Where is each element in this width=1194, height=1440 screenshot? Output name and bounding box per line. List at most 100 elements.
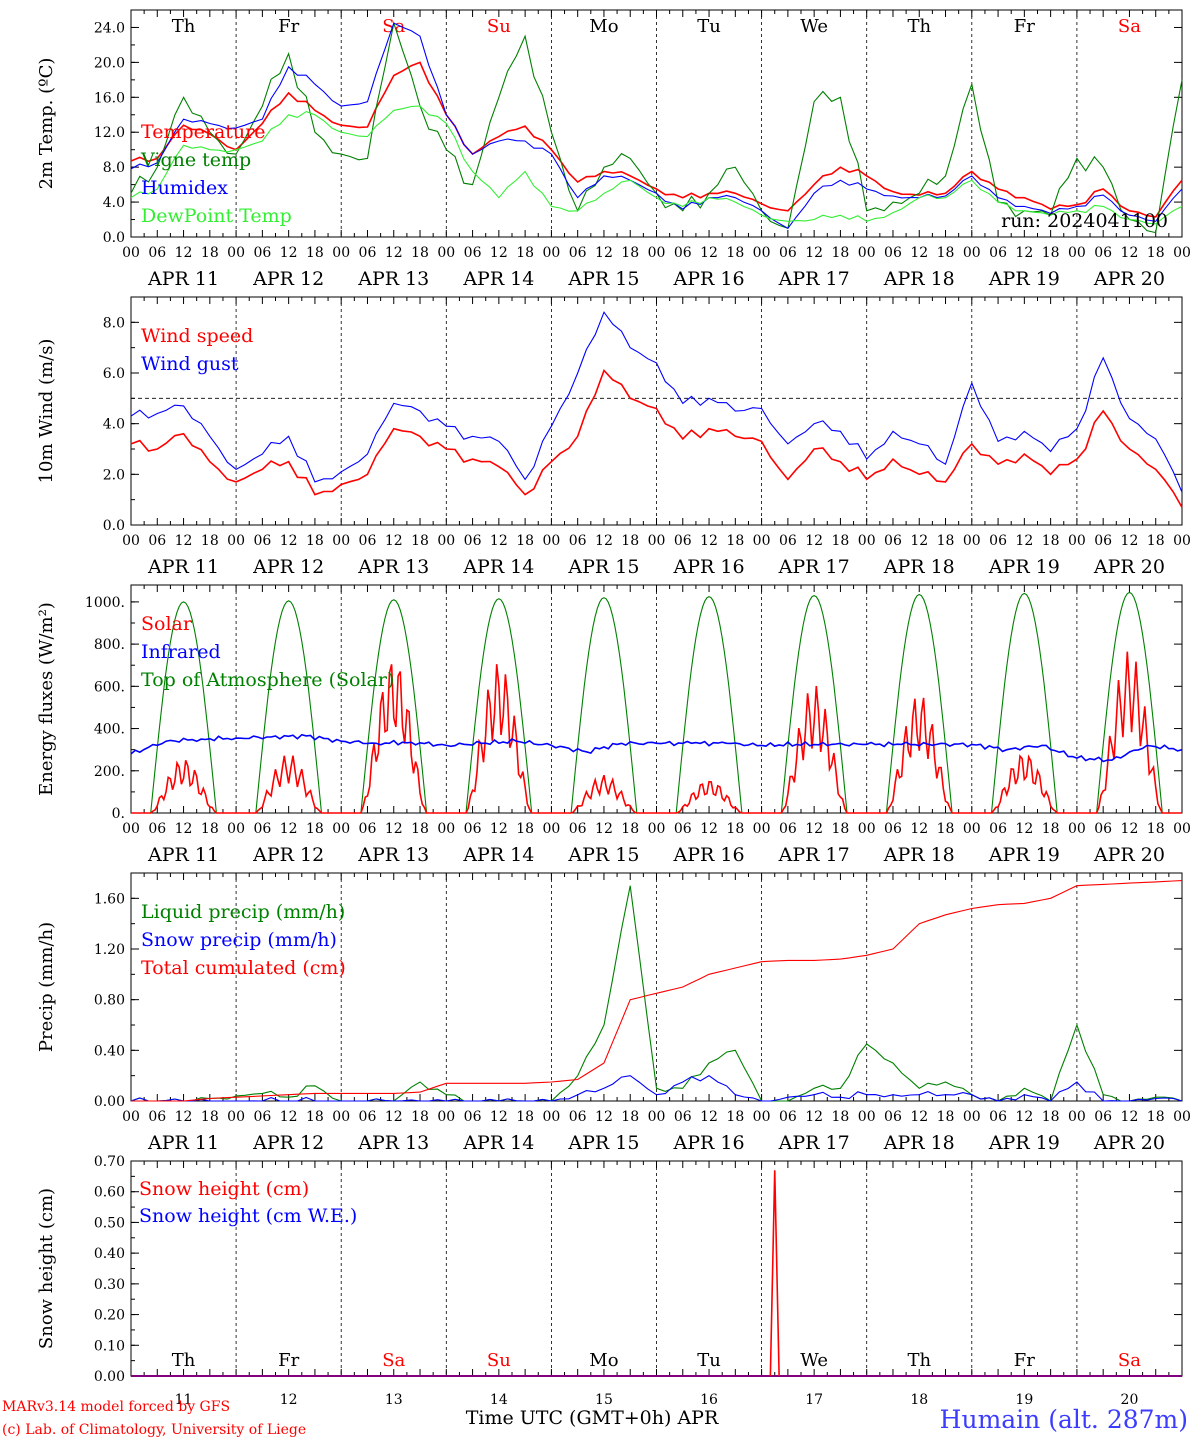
hour-tick-label: 00 bbox=[753, 245, 771, 261]
y-axis-label: 2m Temp. (ºC) bbox=[36, 58, 57, 190]
hour-tick-label: 18 bbox=[621, 533, 639, 549]
hour-tick-label: 18 bbox=[201, 245, 219, 261]
hour-tick-label: 00 bbox=[227, 533, 245, 549]
date-label: APR 19 bbox=[988, 268, 1060, 290]
station-label: Humain (alt. 287m) bbox=[940, 1405, 1188, 1434]
weekday-label: Mo bbox=[589, 1350, 618, 1371]
hour-tick-label: 00 bbox=[542, 245, 560, 261]
hour-tick-label: 06 bbox=[253, 533, 271, 549]
y-tick-label: 16.0 bbox=[94, 90, 125, 106]
hour-tick-label: 12 bbox=[805, 533, 823, 549]
date-label: APR 15 bbox=[567, 268, 639, 290]
date-label: APR 11 bbox=[147, 1132, 219, 1154]
weekday-label: Th bbox=[172, 16, 196, 37]
hour-tick-label: 06 bbox=[359, 533, 377, 549]
y-tick-label: 0.30 bbox=[94, 1277, 125, 1293]
hour-tick-label: 00 bbox=[332, 245, 350, 261]
hour-tick-label: 00 bbox=[227, 821, 245, 837]
hour-tick-label: 00 bbox=[437, 245, 455, 261]
panel-3: 0. 200. 400. 600. 800. 1000. Energy fluxes (W/… bbox=[36, 584, 1191, 866]
date-label: APR 20 bbox=[1093, 268, 1165, 290]
hour-tick-label: 06 bbox=[148, 533, 166, 549]
hour-tick-label: 12 bbox=[490, 821, 508, 837]
hour-tick-label: 06 bbox=[674, 821, 692, 837]
legend-entry: Top of Atmosphere (Solar) bbox=[141, 669, 394, 691]
date-label: APR 14 bbox=[462, 556, 534, 578]
hour-tick-label: 18 bbox=[411, 533, 429, 549]
hour-tick-label: 18 bbox=[306, 533, 324, 549]
weekday-label: Sa bbox=[382, 16, 405, 37]
hour-tick-label: 00 bbox=[122, 821, 140, 837]
date-label: APR 16 bbox=[673, 1132, 745, 1154]
date-label: APR 11 bbox=[147, 268, 219, 290]
panel-5: 0.00 0.10 0.20 0.30 0.40 0.50 0.60 0.70 Snow hei… bbox=[36, 1154, 1183, 1408]
weekday-label: Tu bbox=[697, 16, 721, 37]
hour-tick-label: 06 bbox=[779, 1109, 797, 1125]
hour-tick-label: 12 bbox=[1015, 1109, 1033, 1125]
hour-tick-label: 00 bbox=[122, 245, 140, 261]
date-label: APR 13 bbox=[357, 844, 429, 866]
hour-tick-label: 00 bbox=[1173, 533, 1191, 549]
date-label: APR 14 bbox=[462, 268, 534, 290]
hour-tick-label: 06 bbox=[674, 245, 692, 261]
weekday-label: We bbox=[800, 1350, 828, 1371]
hour-tick-label: 12 bbox=[805, 1109, 823, 1125]
hour-tick-label: 06 bbox=[1094, 533, 1112, 549]
y-tick-label: 800. bbox=[94, 637, 125, 653]
y-tick-label: 0.10 bbox=[94, 1338, 125, 1354]
y-tick-label: 0.0 bbox=[103, 518, 125, 534]
hour-tick-label: 18 bbox=[1042, 245, 1060, 261]
y-tick-label: 0.50 bbox=[94, 1215, 125, 1231]
y-tick-label: 600. bbox=[94, 679, 125, 695]
hour-tick-label: 12 bbox=[280, 245, 298, 261]
hour-tick-label: 18 bbox=[937, 1109, 955, 1125]
weekday-label: Su bbox=[487, 1350, 511, 1371]
credit-line-model: MARv3.14 model forced by GFS bbox=[2, 1399, 230, 1415]
hour-tick-label: 12 bbox=[700, 533, 718, 549]
hour-tick-label: 00 bbox=[332, 533, 350, 549]
hour-tick-label: 18 bbox=[1042, 821, 1060, 837]
legend-entry: Snow height (cm) bbox=[139, 1178, 309, 1200]
date-label: APR 20 bbox=[1093, 1132, 1165, 1154]
date-label: APR 16 bbox=[673, 844, 745, 866]
hour-tick-label: 18 bbox=[306, 245, 324, 261]
hour-tick-label: 06 bbox=[464, 533, 482, 549]
date-label: 15 bbox=[595, 1392, 613, 1408]
hour-tick-label: 18 bbox=[832, 821, 850, 837]
hour-tick-label: 00 bbox=[1068, 821, 1086, 837]
hour-tick-label: 00 bbox=[963, 1109, 981, 1125]
hour-tick-label: 00 bbox=[1173, 245, 1191, 261]
weekday-label: We bbox=[800, 16, 828, 37]
hour-tick-label: 06 bbox=[359, 821, 377, 837]
hour-tick-label: 12 bbox=[175, 533, 193, 549]
legend-entry: Temperature bbox=[141, 121, 265, 143]
date-label: APR 19 bbox=[988, 844, 1060, 866]
hour-tick-label: 00 bbox=[858, 821, 876, 837]
date-label: 11 bbox=[175, 1392, 193, 1408]
hour-tick-label: 06 bbox=[779, 245, 797, 261]
hour-tick-label: 00 bbox=[1068, 245, 1086, 261]
hour-tick-label: 12 bbox=[805, 245, 823, 261]
hour-tick-label: 18 bbox=[411, 1109, 429, 1125]
hour-tick-label: 18 bbox=[937, 533, 955, 549]
date-label: APR 15 bbox=[567, 1132, 639, 1154]
y-tick-label: 0.0 bbox=[103, 230, 125, 246]
hour-tick-label: 06 bbox=[569, 245, 587, 261]
hour-tick-label: 12 bbox=[805, 821, 823, 837]
hour-tick-label: 18 bbox=[621, 821, 639, 837]
y-tick-label: 0.40 bbox=[94, 1043, 125, 1059]
series-line-infrared bbox=[130, 733, 1183, 763]
date-label: 12 bbox=[280, 1392, 298, 1408]
hour-tick-label: 12 bbox=[490, 1109, 508, 1125]
hour-tick-label: 00 bbox=[542, 533, 560, 549]
y-tick-label: 20.0 bbox=[94, 55, 125, 71]
y-axis-label: Precip (mm/h) bbox=[36, 922, 57, 1052]
hour-tick-label: 00 bbox=[1173, 821, 1191, 837]
hour-tick-label: 12 bbox=[280, 533, 298, 549]
series-line-wind-gust bbox=[130, 311, 1183, 493]
hour-tick-label: 06 bbox=[1094, 821, 1112, 837]
y-tick-label: 0. bbox=[112, 806, 125, 822]
weekday-label: Sa bbox=[1118, 1350, 1141, 1371]
hour-tick-label: 12 bbox=[1015, 533, 1033, 549]
hour-tick-label: 18 bbox=[516, 1109, 534, 1125]
